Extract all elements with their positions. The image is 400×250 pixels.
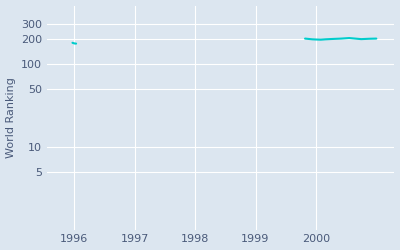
Y-axis label: World Ranking: World Ranking: [6, 77, 16, 158]
